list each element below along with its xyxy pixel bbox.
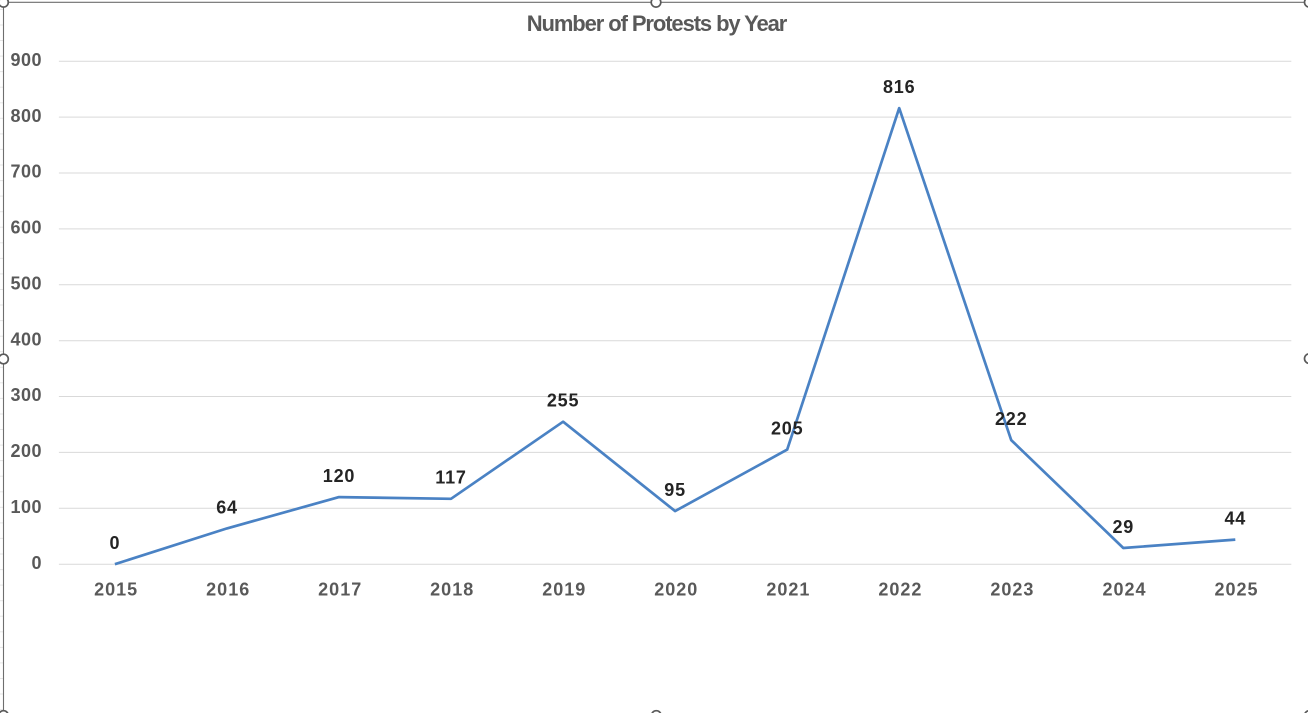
svg-text:600: 600 (10, 218, 42, 238)
svg-text:2021: 2021 (766, 579, 810, 599)
svg-text:2023: 2023 (990, 579, 1034, 599)
svg-text:2022: 2022 (878, 579, 922, 599)
svg-text:300: 300 (10, 385, 42, 405)
svg-text:400: 400 (10, 329, 42, 349)
svg-text:255: 255 (547, 391, 579, 411)
svg-text:64: 64 (216, 497, 238, 517)
svg-text:0: 0 (31, 553, 42, 573)
svg-text:44: 44 (1224, 509, 1246, 529)
svg-text:2025: 2025 (1214, 579, 1258, 599)
svg-text:2018: 2018 (430, 579, 474, 599)
svg-text:900: 900 (10, 50, 42, 70)
svg-text:Number of Protests by Year: Number of Protests by Year (527, 11, 788, 36)
svg-text:700: 700 (10, 162, 42, 182)
svg-text:0: 0 (109, 533, 120, 553)
svg-text:117: 117 (435, 468, 466, 488)
svg-text:2017: 2017 (318, 579, 362, 599)
svg-text:800: 800 (10, 106, 42, 126)
svg-text:2016: 2016 (206, 579, 250, 599)
svg-text:500: 500 (10, 274, 42, 294)
svg-text:95: 95 (664, 480, 686, 500)
svg-text:120: 120 (323, 466, 355, 486)
svg-text:2015: 2015 (94, 579, 138, 599)
svg-text:205: 205 (771, 419, 803, 439)
svg-text:2019: 2019 (542, 579, 586, 599)
svg-text:29: 29 (1112, 517, 1134, 537)
svg-text:100: 100 (10, 497, 42, 517)
svg-text:2024: 2024 (1102, 579, 1146, 599)
svg-text:816: 816 (883, 77, 915, 97)
svg-text:2020: 2020 (654, 579, 698, 599)
svg-text:222: 222 (995, 409, 1027, 429)
svg-text:200: 200 (10, 441, 42, 461)
